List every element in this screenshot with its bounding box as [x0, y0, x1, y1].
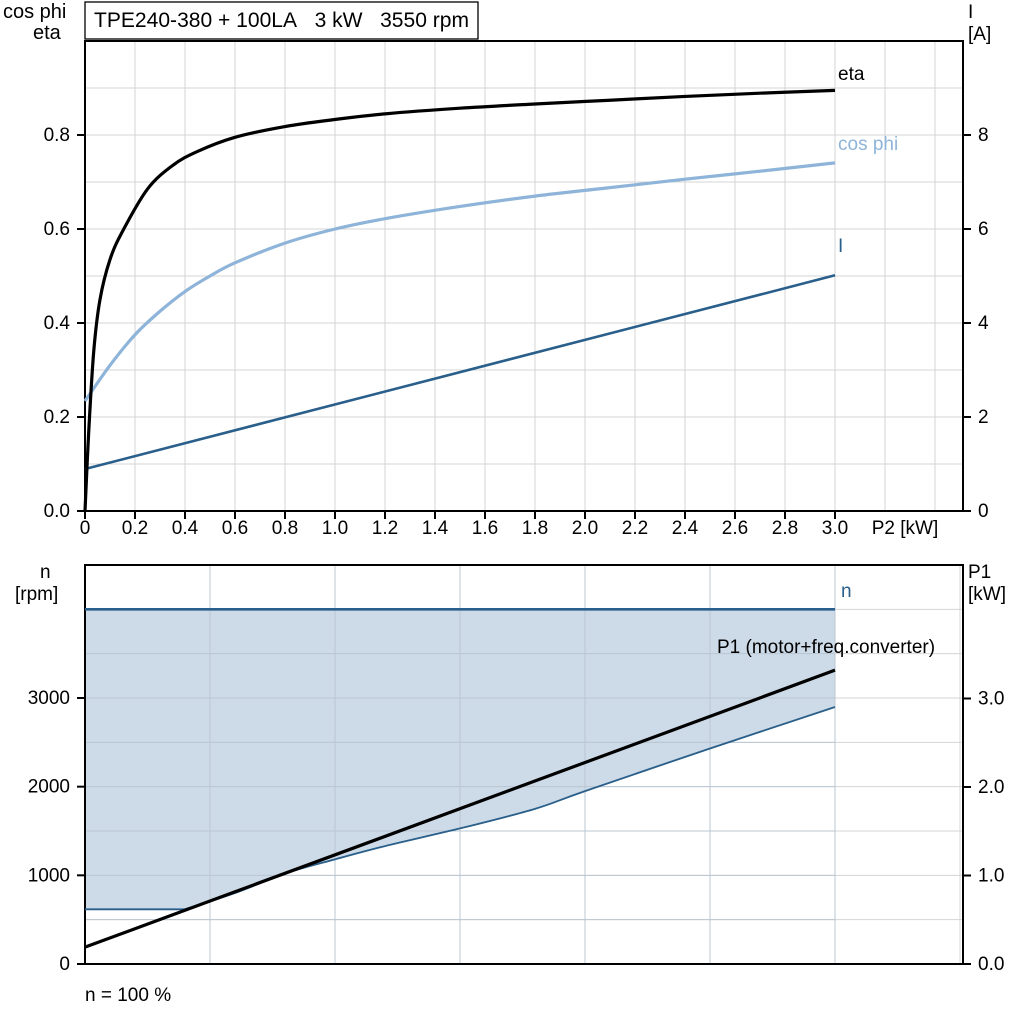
svg-text:3.0: 3.0 — [822, 518, 848, 539]
svg-text:2.8: 2.8 — [772, 518, 798, 539]
svg-text:[A]: [A] — [968, 24, 991, 45]
svg-text:0.0: 0.0 — [978, 954, 1004, 975]
svg-text:0: 0 — [80, 518, 91, 539]
svg-text:n = 100 %: n = 100 % — [85, 985, 171, 1006]
svg-text:[rpm]: [rpm] — [15, 584, 58, 605]
svg-text:3000: 3000 — [28, 688, 70, 709]
svg-text:6: 6 — [978, 219, 989, 240]
svg-text:0: 0 — [978, 501, 989, 522]
svg-text:eta: eta — [33, 22, 62, 44]
svg-text:0.8: 0.8 — [272, 518, 298, 539]
svg-text:0.4: 0.4 — [44, 313, 71, 334]
svg-text:P1 (motor+freq.converter): P1 (motor+freq.converter) — [717, 637, 935, 658]
svg-text:0.6: 0.6 — [44, 219, 70, 240]
svg-text:TPE240-380 + 100LA 3 kW 35: TPE240-380 + 100LA 3 kW 3550 rpm — [94, 9, 469, 32]
svg-text:0.0: 0.0 — [44, 501, 70, 522]
svg-text:2.2: 2.2 — [622, 518, 648, 539]
svg-text:1.4: 1.4 — [422, 518, 449, 539]
svg-text:I: I — [968, 2, 973, 23]
svg-text:1.2: 1.2 — [372, 518, 398, 539]
svg-text:[kW]: [kW] — [968, 584, 1006, 605]
svg-text:2: 2 — [978, 407, 989, 428]
svg-text:2.0: 2.0 — [572, 518, 598, 539]
svg-text:3.0: 3.0 — [978, 689, 1004, 710]
svg-text:1.0: 1.0 — [978, 866, 1004, 887]
svg-text:0: 0 — [59, 954, 70, 975]
svg-text:P1: P1 — [968, 562, 991, 583]
svg-text:1.8: 1.8 — [522, 518, 548, 539]
svg-text:eta: eta — [838, 64, 865, 85]
svg-text:cos phi: cos phi — [838, 134, 898, 155]
svg-text:0.6: 0.6 — [222, 518, 248, 539]
svg-text:I: I — [838, 236, 843, 257]
svg-text:n: n — [40, 562, 51, 583]
svg-text:2.0: 2.0 — [978, 777, 1004, 798]
svg-text:1.0: 1.0 — [322, 518, 348, 539]
svg-text:n: n — [841, 581, 852, 602]
svg-text:0.2: 0.2 — [44, 407, 70, 428]
svg-text:0.2: 0.2 — [122, 518, 148, 539]
svg-text:P2 [kW]: P2 [kW] — [872, 518, 939, 539]
svg-text:0.8: 0.8 — [44, 125, 70, 146]
svg-text:2000: 2000 — [28, 777, 70, 798]
svg-text:0.4: 0.4 — [172, 518, 199, 539]
svg-text:1000: 1000 — [28, 865, 70, 886]
svg-text:2.6: 2.6 — [722, 518, 748, 539]
svg-text:8: 8 — [978, 125, 989, 146]
svg-text:2.4: 2.4 — [672, 518, 699, 539]
svg-text:cos phi: cos phi — [3, 1, 66, 23]
svg-text:4: 4 — [978, 313, 989, 334]
svg-text:1.6: 1.6 — [472, 518, 498, 539]
